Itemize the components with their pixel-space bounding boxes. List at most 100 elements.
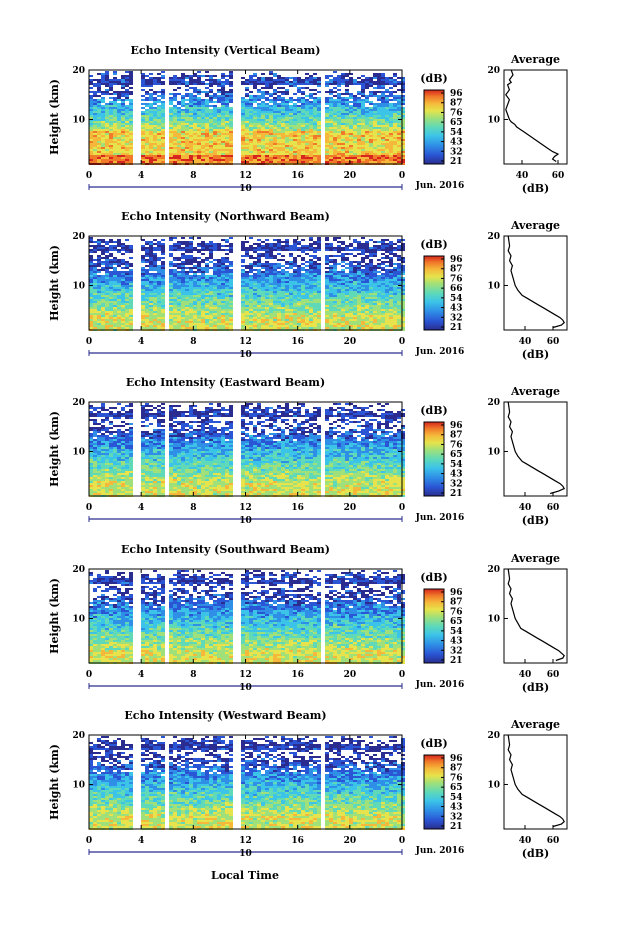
heatmap-cell bbox=[129, 141, 133, 143]
heatmap-cell bbox=[313, 113, 317, 115]
heatmap-cell bbox=[89, 313, 93, 315]
heatmap-cell bbox=[117, 317, 121, 319]
heatmap-cell bbox=[305, 137, 309, 139]
heatmap-cell bbox=[225, 137, 229, 139]
heatmap-cell bbox=[197, 313, 201, 315]
heatmap-cell bbox=[113, 111, 117, 113]
heatmap-cell bbox=[149, 273, 153, 275]
heatmap-cell bbox=[169, 305, 173, 307]
heatmap-cell bbox=[261, 273, 265, 275]
heatmap-cell bbox=[129, 289, 133, 291]
heatmap-cell bbox=[273, 151, 277, 153]
heatmap-cell bbox=[349, 147, 353, 149]
panel-title: Echo Intensity (Vertical Beam) bbox=[130, 44, 320, 57]
heatmap-cell bbox=[105, 261, 109, 263]
heatmap-cell bbox=[141, 283, 145, 285]
heatmap-cell bbox=[265, 297, 269, 299]
heatmap-cell bbox=[393, 75, 397, 77]
heatmap-cell bbox=[257, 157, 261, 159]
heatmap-cell bbox=[109, 109, 113, 111]
heatmap-cell bbox=[145, 143, 149, 145]
heatmap-cell bbox=[309, 123, 313, 125]
heatmap-cell bbox=[373, 105, 377, 107]
heatmap-cell bbox=[105, 259, 109, 261]
heatmap-cell bbox=[101, 121, 105, 123]
heatmap-cell bbox=[117, 93, 121, 95]
heatmap-cell bbox=[293, 283, 297, 285]
heatmap-cell bbox=[285, 303, 289, 305]
heatmap-cell bbox=[145, 123, 149, 125]
heatmap-cell bbox=[193, 303, 197, 305]
heatmap-cell bbox=[381, 123, 385, 125]
heatmap-cell bbox=[349, 95, 353, 97]
date-label: Jun. 2016 bbox=[415, 181, 465, 191]
heatmap-cell bbox=[277, 147, 281, 149]
heatmap-cell bbox=[365, 97, 369, 99]
heatmap-cell bbox=[125, 303, 129, 305]
heatmap-cell bbox=[193, 327, 197, 329]
heatmap-cell bbox=[225, 295, 229, 297]
heatmap-cell bbox=[161, 95, 165, 97]
heatmap-cell bbox=[269, 73, 273, 75]
heatmap-cell bbox=[141, 81, 145, 83]
heatmap-cell bbox=[153, 141, 157, 143]
heatmap-cell bbox=[393, 157, 397, 159]
heatmap-cell bbox=[205, 281, 209, 283]
heatmap-cell bbox=[93, 319, 97, 321]
heatmap-cell bbox=[97, 103, 101, 105]
heatmap-cell bbox=[289, 147, 293, 149]
heatmap-cell bbox=[221, 137, 225, 139]
heatmap-cell bbox=[221, 147, 225, 149]
heatmap-cell bbox=[389, 121, 393, 123]
heatmap-cell bbox=[229, 115, 233, 117]
heatmap-cell bbox=[97, 283, 101, 285]
heatmap-cell bbox=[245, 141, 249, 143]
heatmap-cell bbox=[97, 281, 101, 283]
heatmap-cell bbox=[113, 131, 117, 133]
average-x-tick-label: 40 bbox=[516, 171, 529, 181]
heatmap-cell bbox=[113, 81, 117, 83]
heatmap-cell bbox=[213, 287, 217, 289]
heatmap-cell bbox=[257, 327, 261, 329]
heatmap-cell bbox=[317, 125, 321, 127]
heatmap-cell bbox=[101, 279, 105, 281]
heatmap-cell bbox=[141, 327, 145, 329]
heatmap-cell bbox=[117, 263, 121, 265]
heatmap-cell bbox=[181, 133, 185, 135]
heatmap-cell bbox=[121, 129, 125, 131]
heatmap-cell bbox=[277, 301, 281, 303]
heatmap-cell bbox=[105, 125, 109, 127]
heatmap-cell bbox=[173, 291, 177, 293]
heatmap-cell bbox=[385, 97, 389, 99]
heatmap-cell bbox=[213, 83, 217, 85]
heatmap-cell bbox=[257, 139, 261, 141]
heatmap-cell bbox=[337, 155, 341, 157]
heatmap-cell bbox=[357, 97, 361, 99]
heatmap-cell bbox=[197, 317, 201, 319]
heatmap-cell bbox=[109, 323, 113, 325]
heatmap-cell bbox=[297, 275, 301, 277]
heatmap-cell bbox=[105, 151, 109, 153]
heatmap-cell bbox=[193, 247, 197, 249]
heatmap-cell bbox=[265, 285, 269, 287]
heatmap-cell bbox=[289, 305, 293, 307]
heatmap-cell bbox=[101, 303, 105, 305]
heatmap-cell bbox=[189, 113, 193, 115]
heatmap-cell bbox=[285, 313, 289, 315]
heatmap-cell bbox=[257, 99, 261, 101]
heatmap-cell bbox=[253, 99, 257, 101]
heatmap-cell bbox=[289, 101, 293, 103]
heatmap-cell bbox=[157, 127, 161, 129]
heatmap-cell bbox=[229, 281, 233, 283]
heatmap-cell bbox=[109, 293, 113, 295]
heatmap-cell bbox=[253, 323, 257, 325]
heatmap-cell bbox=[193, 273, 197, 275]
heatmap-cell bbox=[357, 105, 361, 107]
heatmap-cell bbox=[113, 247, 117, 249]
heatmap-cell bbox=[257, 151, 261, 153]
heatmap-cell bbox=[297, 323, 301, 325]
heatmap-cell bbox=[205, 289, 209, 291]
heatmap-cell bbox=[201, 279, 205, 281]
heatmap-cell bbox=[153, 83, 157, 85]
heatmap-cell bbox=[121, 317, 125, 319]
